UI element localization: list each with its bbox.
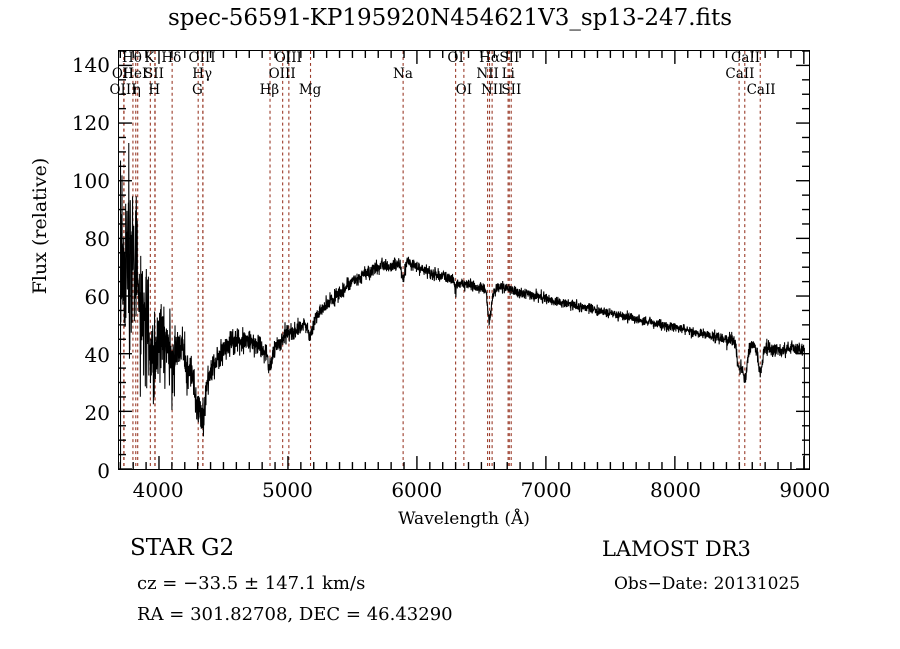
y-tick-label: 120: [71, 111, 110, 136]
coordinates-label: RA = 301.82708, DEC = 46.43290: [137, 604, 453, 625]
redshift-label: cz = −33.5 ± 147.1 km/s: [137, 573, 366, 594]
x-tick-label: 7000: [520, 478, 572, 502]
x-tick-label: 4000: [132, 478, 184, 502]
y-axis-title: Flux (relative): [29, 157, 51, 295]
y-tick-label: 80: [84, 227, 110, 252]
survey-label: LAMOST DR3: [602, 537, 751, 561]
x-tick-label: 8000: [650, 478, 701, 502]
object-class-label: STAR G2: [130, 535, 235, 561]
line-markers: [123, 51, 761, 469]
obs-date-label: Obs−Date: 20131025: [614, 574, 801, 594]
flux-trace: [120, 142, 805, 469]
y-tick-label: 20: [84, 401, 110, 426]
y-axis-tick-labels: 0 20 40 60 80 100 120 140: [38, 50, 110, 483]
x-tick-label: 9000: [779, 478, 831, 502]
page-title: spec-56591-KP195920N454621V3_sp13-247.fi…: [167, 5, 733, 31]
x-axis-title: Wavelength (Å): [398, 509, 530, 529]
y-tick-label: 140: [71, 53, 110, 78]
x-axis-tick-labels: 4000 5000 6000 7000 8000 9000: [118, 478, 831, 506]
spectrum-svg: [119, 51, 809, 469]
y-tick-label: 0: [97, 459, 110, 483]
y-tick-label: 100: [71, 169, 110, 194]
x-tick-label: 5000: [261, 478, 313, 502]
spectrum-plot[interactable]: [118, 50, 810, 470]
y-tick-label: 60: [84, 285, 110, 310]
x-tick-label: 6000: [391, 478, 443, 502]
y-tick-label: 40: [84, 343, 110, 368]
